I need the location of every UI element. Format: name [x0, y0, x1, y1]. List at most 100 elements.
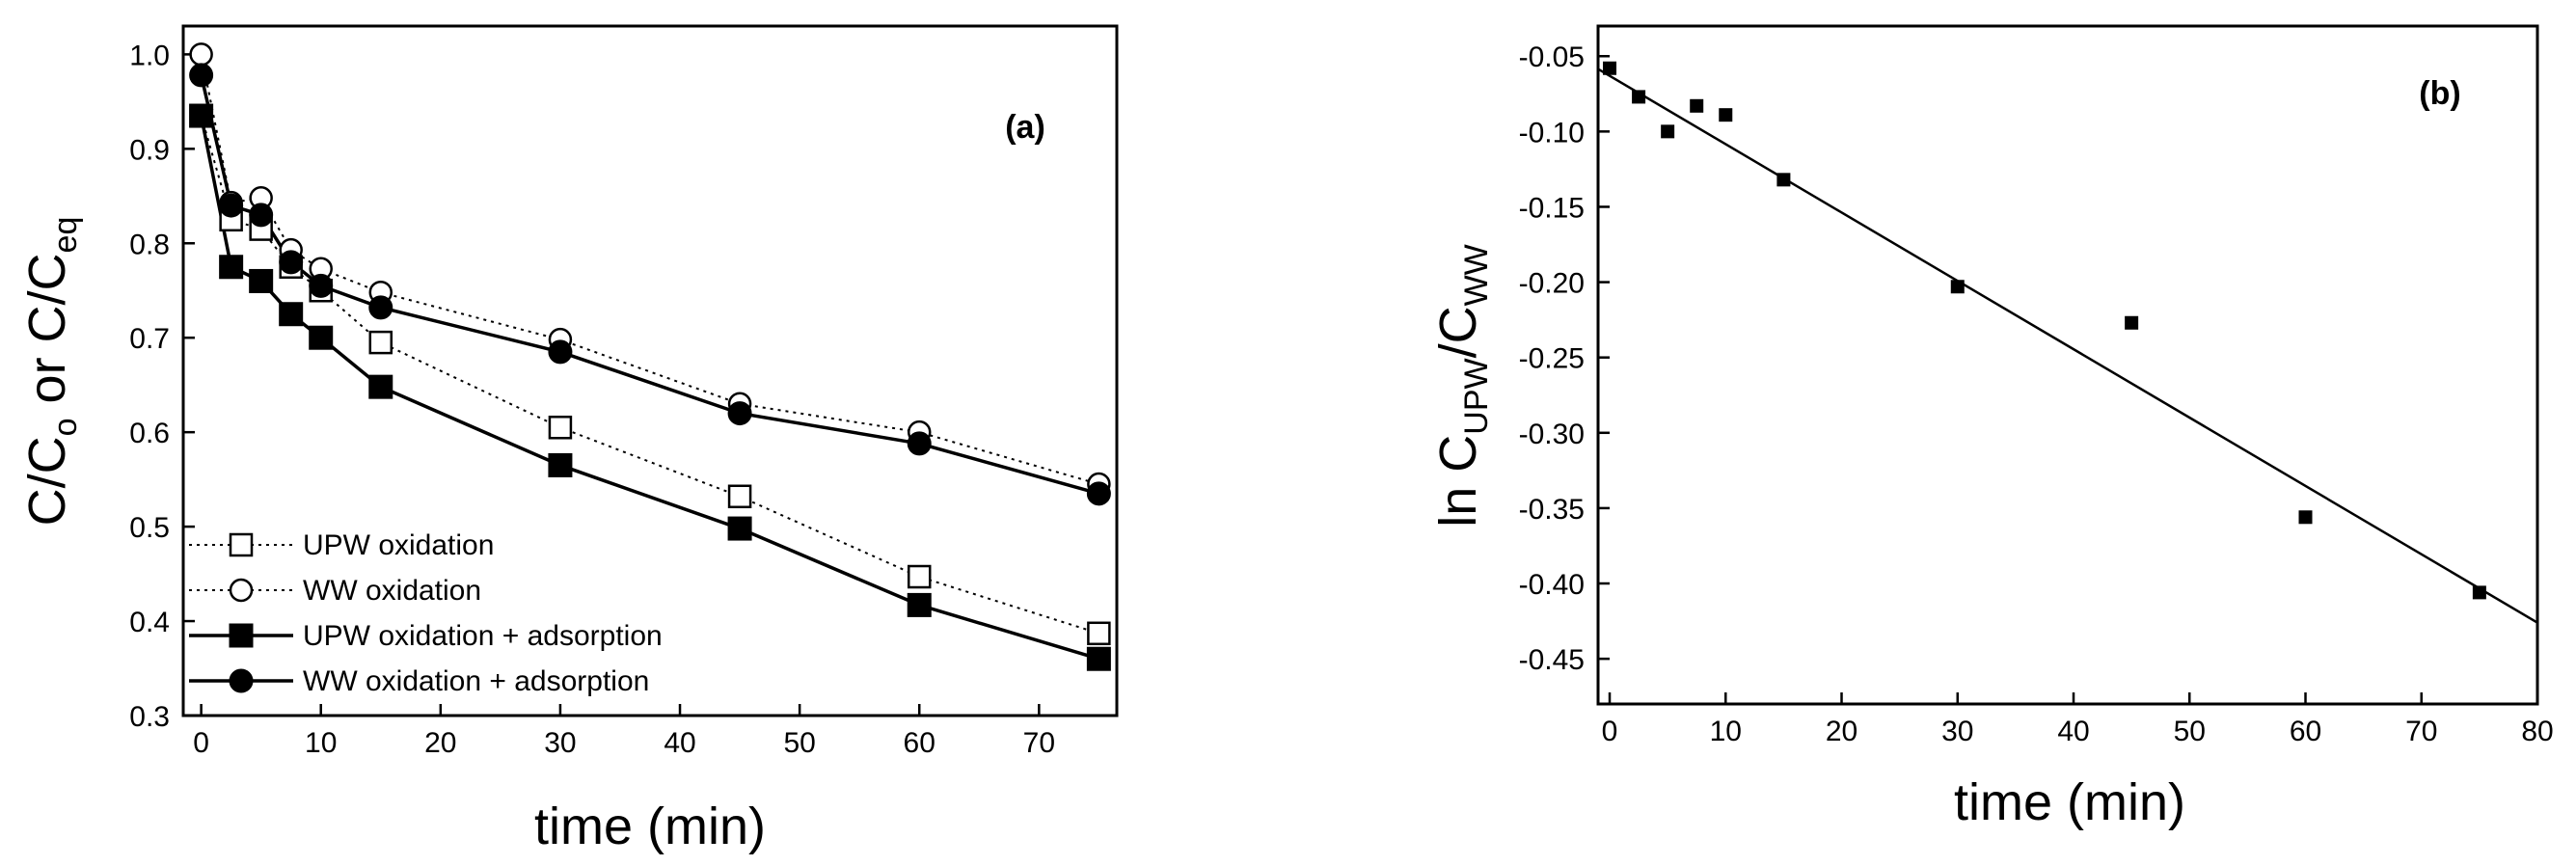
panel-b-label: (b) [2419, 75, 2460, 112]
series-3-point [1086, 481, 1111, 506]
x-tick-label: 10 [1710, 716, 1742, 747]
x-tick-label: 60 [2290, 716, 2321, 747]
series-line-1 [200, 54, 1099, 485]
scatter-point [1690, 98, 1704, 113]
series-2-point [368, 374, 393, 399]
series-3-point [279, 250, 304, 275]
series-0-point [907, 564, 932, 589]
x-tick-label: 30 [544, 727, 576, 759]
x-tick-label: 40 [2057, 716, 2089, 747]
fit-line [1597, 68, 2538, 624]
legend-label-0: UPW oxidation [303, 529, 494, 561]
panel-a-x-ticks: 0 10 20 30 40 50 60 70 [193, 704, 1055, 759]
series-3-point [368, 295, 393, 320]
x-tick-label: 50 [2174, 716, 2206, 747]
scatter-point [2472, 585, 2486, 600]
y-tick-label: 0.9 [129, 134, 170, 166]
series-1-point [189, 42, 213, 67]
y-tick-label: 0.5 [129, 512, 170, 544]
y-tick-label: 1.0 [129, 40, 170, 71]
x-tick-label: 50 [783, 727, 815, 759]
legend-label-1: WW oxidation [303, 575, 481, 607]
series-3-point [727, 401, 752, 426]
series-2-point [309, 325, 334, 350]
panel-b-y-ticks: -0.05 -0.10 -0.15 -0.20 -0.25 -0.30 -0.35 -0.40… [1519, 41, 1610, 676]
scatter-point [2298, 510, 2313, 525]
panel-a-label: (a) [1005, 109, 1045, 146]
x-tick-label: 80 [2521, 716, 2553, 747]
legend-label-2: UPW oxidation + adsorption [303, 620, 663, 652]
panel-b-series [1597, 61, 2538, 624]
y-tick-label: 0.4 [129, 607, 170, 638]
series-2-point [279, 302, 304, 327]
x-tick-label: 70 [2405, 716, 2437, 747]
x-tick-label: 0 [1602, 716, 1618, 747]
series-2-point [219, 255, 244, 280]
x-tick-label: 10 [305, 727, 337, 759]
panel-a-frame [181, 24, 1119, 717]
legend-marker-0 [229, 532, 254, 557]
y-tick-label: -0.30 [1519, 419, 1585, 450]
scatter-point [1632, 90, 1646, 104]
panel-b-frame [1596, 24, 2539, 706]
series-3-point [548, 339, 573, 365]
panel-b: 0 10 20 30 40 50 60 70 80 -0.05 -0.10 -0.15 -0.20 -0… [1429, 24, 2554, 831]
legend-label-3: WW oxidation + adsorption [303, 665, 649, 697]
y-tick-label: 0.7 [129, 323, 170, 355]
panel-b-x-ticks: 0 10 20 30 40 50 60 70 80 [1602, 692, 2554, 747]
scatter-point [1950, 280, 1965, 294]
x-tick-label: 40 [664, 727, 695, 759]
series-0-point [368, 330, 393, 355]
series-0-point [727, 484, 752, 509]
series-line-3 [199, 74, 1099, 496]
x-tick-label: 20 [1826, 716, 1857, 747]
legend-marker-1 [229, 578, 254, 603]
series-2-point [249, 268, 274, 293]
panel-a-series [189, 42, 1111, 671]
y-tick-label: 0.6 [129, 418, 170, 449]
series-3-point [219, 193, 244, 218]
y-tick-label: -0.25 [1519, 343, 1585, 375]
series-line-2 [199, 115, 1099, 661]
y-tick-label: -0.45 [1519, 644, 1585, 676]
y-tick-label: -0.40 [1519, 569, 1585, 601]
scatter-point [2125, 315, 2139, 330]
y-tick-label: -0.15 [1519, 192, 1585, 224]
series-line-0 [200, 115, 1099, 635]
series-2-point [189, 103, 214, 128]
scatter-point [1603, 61, 1617, 75]
scatter-point [1776, 173, 1791, 187]
panel-a-legend: UPW oxidation WW oxidation UPW oxidation +… [189, 529, 663, 697]
scatter-point [1661, 124, 1675, 139]
y-tick-label: 0.3 [129, 701, 170, 733]
series-3-point [189, 63, 214, 88]
y-tick-label: 0.8 [129, 229, 170, 260]
panel-a-y-ticks: 0.3 0.4 0.5 0.6 0.7 0.8 0.9 1.0 [129, 40, 195, 733]
panel-a-x-axis-title: time (min) [534, 798, 766, 855]
legend-marker-2 [229, 623, 254, 648]
series-0-point [548, 416, 573, 440]
x-tick-label: 60 [904, 727, 935, 759]
series-3-point [309, 273, 334, 298]
x-tick-label: 0 [193, 727, 209, 759]
panel-b-x-axis-title: time (min) [1954, 773, 2185, 831]
x-tick-label: 30 [1941, 716, 1973, 747]
x-tick-label: 20 [424, 727, 456, 759]
panel-b-y-axis-title: ln CUPW/CWW [1429, 244, 1495, 528]
panel-a: 0 10 20 30 40 50 60 70 0.3 0.4 0.5 0.6 0.7 0.8 0.9 1.0… [18, 24, 1119, 855]
panel-a-y-axis-title: C/Co or C/Ceq [18, 217, 84, 527]
series-2-point [548, 452, 573, 477]
y-tick-label: -0.10 [1519, 117, 1585, 149]
legend-marker-3 [229, 668, 254, 693]
x-tick-label: 70 [1023, 727, 1055, 759]
series-2-point [727, 516, 752, 541]
series-0-point [1087, 621, 1111, 646]
y-tick-label: -0.05 [1519, 41, 1585, 73]
series-2-point [1086, 646, 1111, 671]
scatter-point [1719, 108, 1733, 122]
y-tick-label: -0.20 [1519, 268, 1585, 300]
series-3-point [907, 431, 932, 456]
series-2-point [907, 592, 932, 617]
series-3-point [249, 203, 274, 228]
